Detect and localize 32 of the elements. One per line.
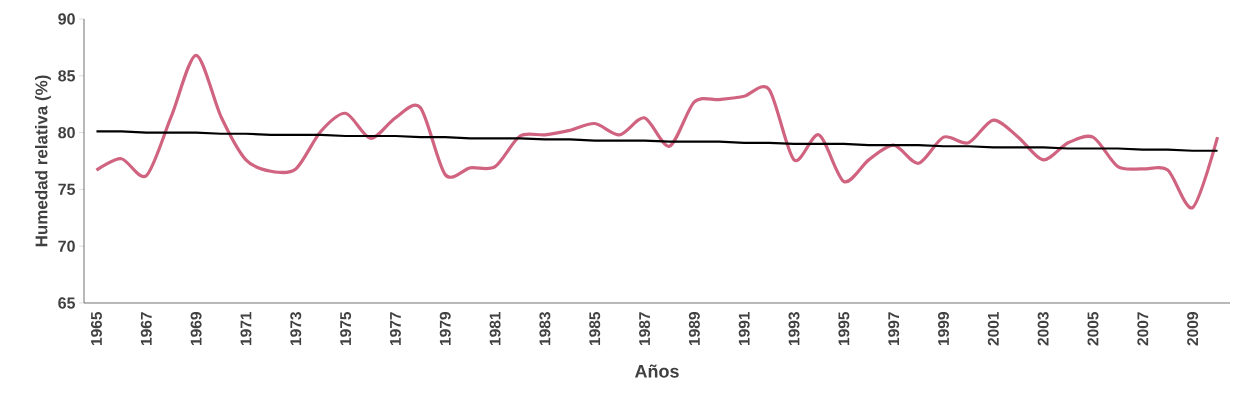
x-tick-label: 1979 <box>439 312 451 346</box>
x-tick-label: 2007 <box>1137 312 1149 346</box>
x-tick-label: 2003 <box>1037 312 1049 346</box>
y-tick-label: 75 <box>58 183 76 195</box>
y-tick-label: 70 <box>58 240 75 252</box>
y-tick-label: 80 <box>58 126 75 139</box>
x-axis-title: Años <box>634 364 679 378</box>
x-tick-label: 1969 <box>190 312 202 346</box>
x-tick-label: 1985 <box>589 311 601 346</box>
x-tick-label: 1997 <box>888 312 900 346</box>
y-tick-label: 85 <box>58 70 76 82</box>
y-axis-title: Humedad relativa (%) <box>35 75 51 247</box>
x-tick-label: 1993 <box>788 312 800 346</box>
x-tick-label: 1967 <box>140 312 152 346</box>
x-tick-label: 2001 <box>987 311 999 346</box>
x-tick-label: 1987 <box>639 312 651 346</box>
x-tick-label: 1991 <box>738 311 750 346</box>
y-tick-label: 65 <box>58 297 76 309</box>
x-tick-label: 1999 <box>938 312 949 346</box>
x-tick-label: 1975 <box>340 311 352 346</box>
x-tick-label: 1981 <box>489 311 501 346</box>
x-tick-label: 1971 <box>240 311 252 346</box>
line-series <box>94 53 1220 210</box>
x-tick-label: 1973 <box>290 312 302 346</box>
x-tick-label: 1989 <box>688 312 700 346</box>
x-tick-label: 1995 <box>838 311 850 346</box>
x-tick-label: 2009 <box>1187 312 1199 346</box>
y-tick-label: 90 <box>58 13 75 25</box>
x-tick-label: 1983 <box>539 312 551 346</box>
x-tick-label: 2005 <box>1087 311 1099 346</box>
x-tick-label: 1965 <box>90 311 102 346</box>
x-tick-label: 1977 <box>389 312 401 346</box>
